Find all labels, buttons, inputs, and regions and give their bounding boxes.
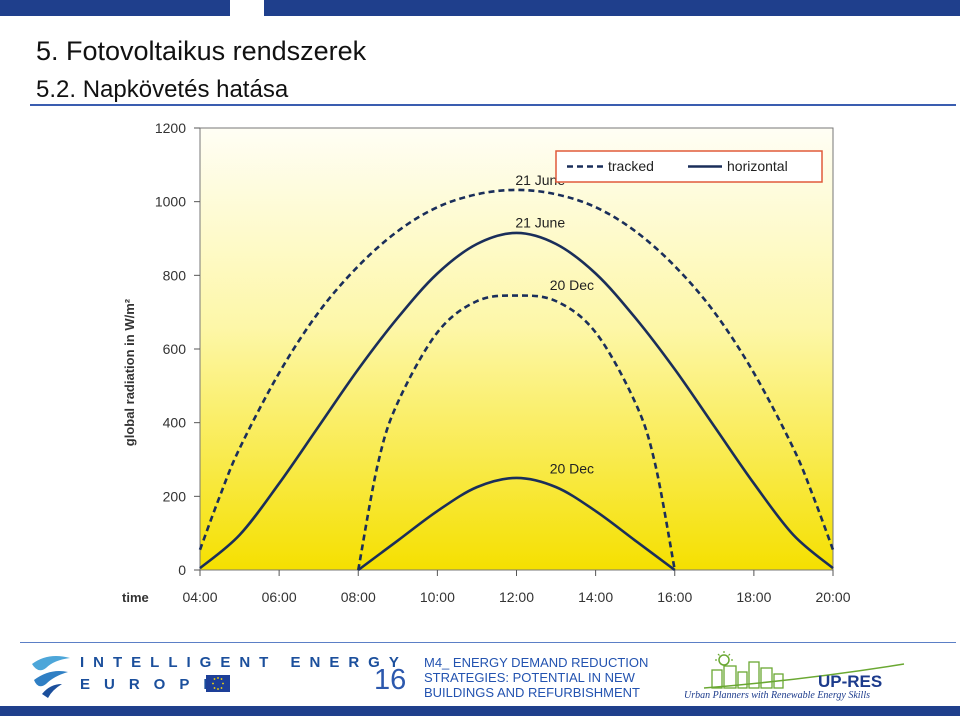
- x-tick-label: 08:00: [341, 589, 376, 605]
- top-bar: [0, 0, 960, 16]
- curve-annotation: 20 Dec: [550, 277, 594, 293]
- footer-line-1: M4_ ENERGY DEMAND REDUCTION: [424, 655, 649, 670]
- x-tick-label: 16:00: [657, 589, 692, 605]
- y-tick-label: 0: [178, 562, 186, 578]
- x-tick-label: 06:00: [262, 589, 297, 605]
- y-tick-label: 600: [163, 341, 187, 357]
- x-tick-label: 20:00: [815, 589, 850, 605]
- slide-title: 5. Fotovoltaikus rendszerek: [36, 36, 367, 66]
- legend: tracked horizontal: [555, 150, 823, 183]
- iee-swirl-icon: [32, 656, 70, 698]
- slide-subtitle: 5.2. Napkövetés hatása: [36, 76, 289, 103]
- y-tick-label: 200: [163, 488, 187, 504]
- footer-module-text: M4_ ENERGY DEMAND REDUCTION STRATEGIES: …: [424, 655, 648, 700]
- series-layer: [198, 188, 835, 572]
- y-tick-label: 1200: [155, 120, 186, 136]
- legend-label-horizontal: horizontal: [727, 158, 788, 174]
- bottom-bar: [0, 706, 960, 716]
- y-axis-label: global radiation in W/m²: [122, 298, 137, 446]
- top-bar-gap: [230, 0, 264, 16]
- iee-line2: EUROPE: [80, 676, 228, 693]
- up-res-name: UP-RES: [818, 672, 883, 691]
- x-axis-label: time: [122, 590, 149, 605]
- x-tick-label: 18:00: [736, 589, 771, 605]
- iee-line1: INTELLIGENT ENERGY: [80, 654, 408, 671]
- x-tick-label: 04:00: [182, 589, 217, 605]
- plot-area: [199, 127, 834, 571]
- x-tick-label: 10:00: [420, 589, 455, 605]
- y-tick-label: 1000: [155, 194, 186, 210]
- footer-divider: [20, 642, 956, 643]
- y-tick-label: 400: [163, 415, 187, 431]
- city-skyline-icon: [703, 651, 905, 689]
- legend-label-tracked: tracked: [608, 158, 654, 174]
- curve-annotation: 20 Dec: [550, 460, 594, 476]
- title-divider: [30, 104, 956, 106]
- up-res-logo: UP-RES Urban Planners with Renewable Ene…: [684, 650, 914, 706]
- series-line-horizontal: [357, 476, 676, 572]
- page-number: 16: [374, 664, 407, 696]
- y-tick-label: 800: [163, 267, 187, 283]
- x-tick-label: 12:00: [499, 589, 534, 605]
- series-line-horizontal: [199, 231, 834, 570]
- radiation-chart: 0 200 400 600 800 1000 1200 04:00 06:00 08:00 10:…: [122, 120, 851, 605]
- curve-annotation: 21 June: [515, 214, 565, 230]
- footer-line-2: STRATEGIES: POTENTIAL IN NEW: [424, 670, 635, 685]
- annotation-layer: 21 June 21 June 20 Dec 20 Dec: [515, 172, 594, 476]
- eu-flag-icon: [206, 675, 230, 692]
- x-tick-label: 14:00: [578, 589, 613, 605]
- curve-annotation: 21 June: [515, 172, 565, 188]
- intelligent-energy-europe-logo: INTELLIGENT ENERGY EUROPE: [28, 650, 399, 702]
- y-axis: 0 200 400 600 800 1000 1200: [155, 120, 200, 578]
- up-res-tagline: Urban Planners with Renewable Energy Ski…: [684, 690, 870, 701]
- x-axis: 04:00 06:00 08:00 10:00 12:00 14:00 16:00 18:00…: [182, 570, 851, 605]
- footer-line-3: BUILDINGS AND REFURBISHMENT: [424, 685, 640, 700]
- series-line-tracked: [198, 188, 835, 551]
- series-line-tracked: [356, 294, 677, 571]
